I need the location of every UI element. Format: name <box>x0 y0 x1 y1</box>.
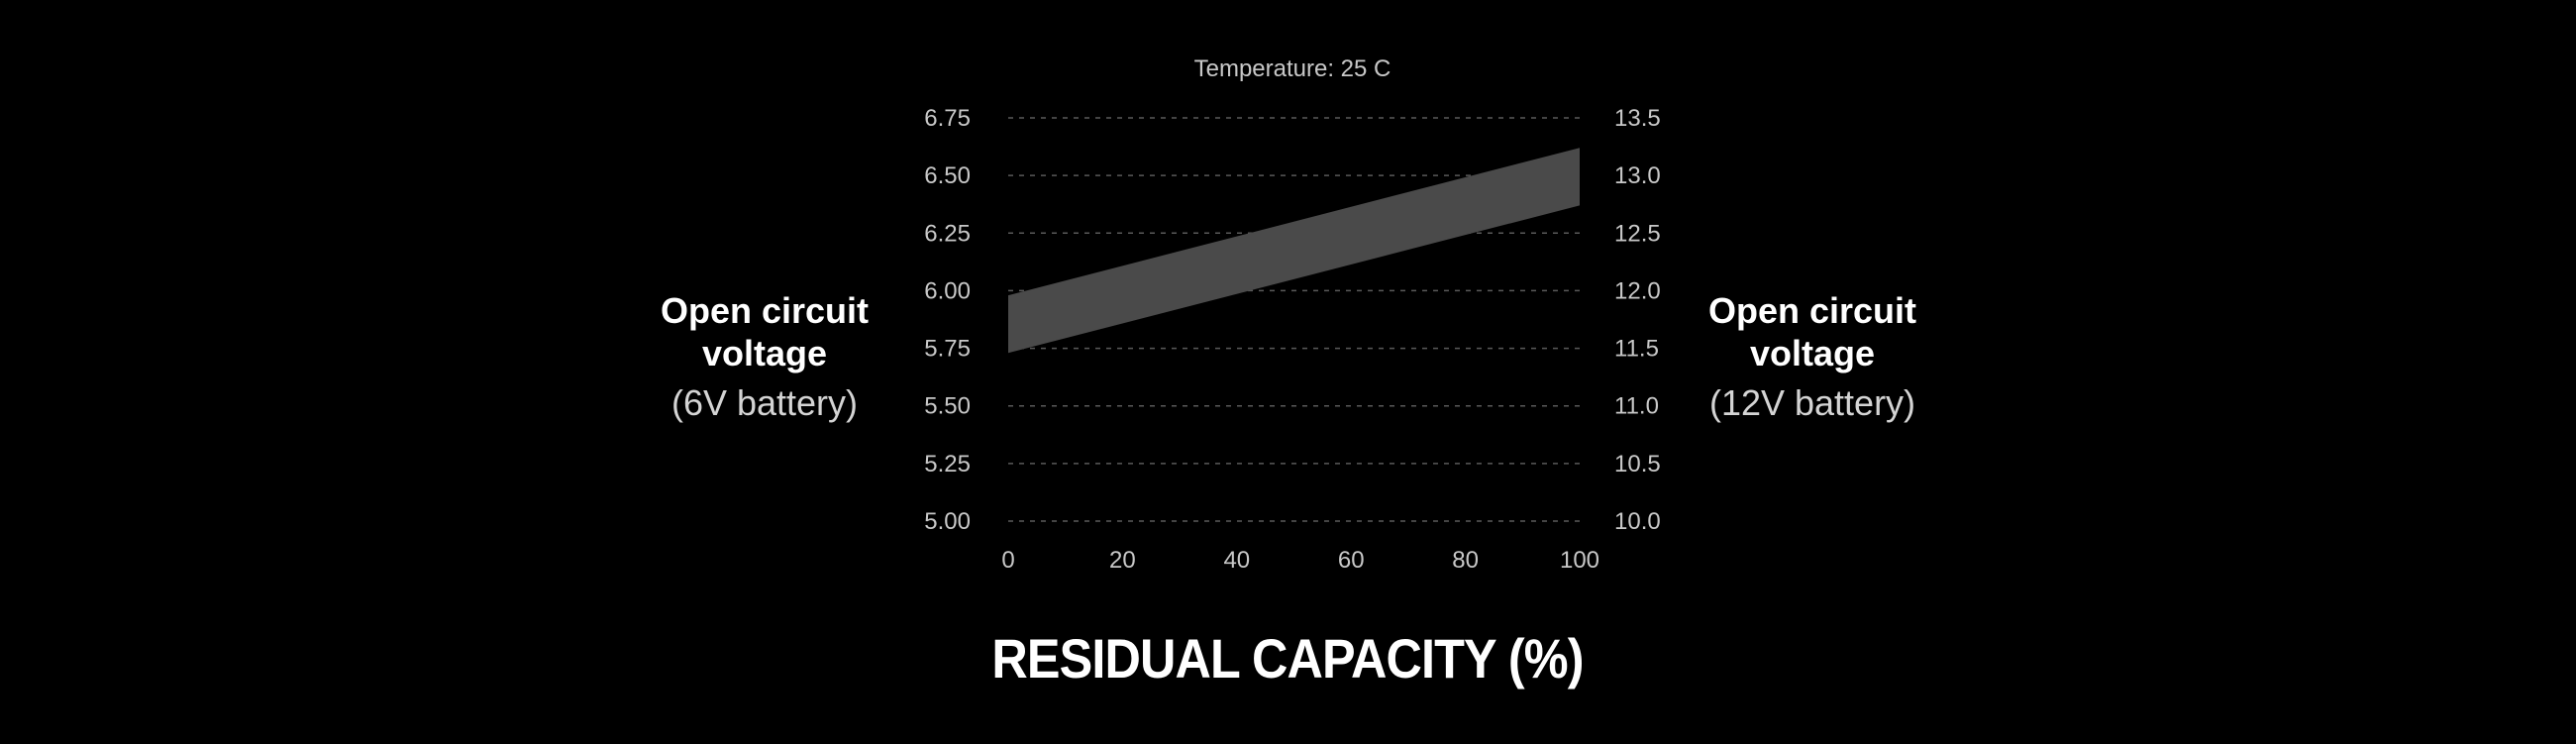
left-tick-label: 5.25 <box>924 451 971 478</box>
right-axis-label: Open circuit voltage (12V battery) <box>1674 289 1951 426</box>
left-tick-label: 5.75 <box>924 336 971 363</box>
x-tick-label: 60 <box>1338 547 1365 574</box>
left-axis-title: Open circuit voltage <box>660 290 870 373</box>
left-tick-label: 6.50 <box>924 162 971 189</box>
left-axis-subtitle: (6V battery) <box>670 382 859 423</box>
left-axis-ticks: 6.75 6.50 6.25 6.00 5.75 5.50 5.25 5.00 <box>924 105 971 535</box>
right-axis-ticks: 13.5 13.0 12.5 12.0 11.5 11.0 10.5 10.0 <box>1614 105 1661 535</box>
right-tick-label: 11.5 <box>1614 336 1659 363</box>
right-tick-label: 12.0 <box>1614 277 1661 304</box>
right-tick-label: 13.0 <box>1614 162 1661 189</box>
x-tick-label: 20 <box>1109 547 1136 574</box>
left-tick-label: 6.25 <box>924 220 971 247</box>
band-layer <box>1008 148 1580 354</box>
x-axis-label: RESIDUAL CAPACITY (%) <box>991 627 1584 690</box>
left-tick-label: 5.50 <box>924 393 971 420</box>
x-axis-ticks: 0 20 40 60 80 100 <box>1001 547 1599 574</box>
left-axis-label: Open circuit voltage (6V battery) <box>626 289 903 426</box>
left-tick-label: 5.00 <box>924 508 971 535</box>
left-tick-label: 6.00 <box>924 277 971 304</box>
x-tick-label: 0 <box>1001 547 1014 574</box>
x-tick-label: 40 <box>1223 547 1250 574</box>
voltage-band <box>1008 148 1580 354</box>
right-tick-label: 10.5 <box>1614 451 1661 478</box>
right-axis-subtitle: (12V battery) <box>1708 382 1916 423</box>
right-tick-label: 11.0 <box>1614 393 1659 420</box>
x-tick-label: 80 <box>1452 547 1479 574</box>
left-tick-label: 6.75 <box>924 105 971 132</box>
right-tick-label: 12.5 <box>1614 220 1661 247</box>
right-tick-label: 13.5 <box>1614 105 1661 132</box>
chart-title: Temperature: 25 C <box>1194 55 1391 82</box>
x-tick-label: 100 <box>1560 547 1599 574</box>
right-axis-title: Open circuit voltage <box>1707 290 1917 373</box>
right-tick-label: 10.0 <box>1614 508 1661 535</box>
